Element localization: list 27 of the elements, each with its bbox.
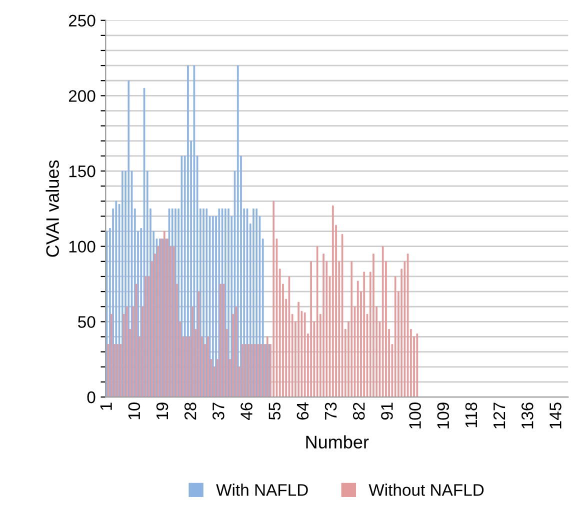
legend-label: Without NAFLD	[368, 484, 484, 496]
legend-label: With NAFLD	[216, 484, 308, 496]
x-tick-label: 91	[381, 402, 393, 420]
x-tick-label: 100	[409, 402, 421, 428]
x-tick-label: 46	[240, 402, 252, 420]
x-tick-label: 1	[100, 402, 112, 410]
x-tick-label: 64	[296, 402, 309, 420]
y-tick-label: 200	[68, 90, 96, 102]
x-tick-label: 73	[324, 402, 337, 420]
y-tick-label: 150	[69, 165, 96, 178]
x-axis-title: Number	[306, 435, 369, 449]
x-tick-label: 28	[184, 402, 196, 420]
x-tick-label: 109	[437, 402, 450, 428]
y-tick-label: 50	[78, 316, 96, 328]
y-tick-label: 250	[68, 14, 96, 27]
x-tick-label: 10	[128, 402, 140, 420]
x-tick-label: 55	[268, 402, 281, 420]
x-tick-label: 82	[352, 402, 365, 420]
x-tick-label: 37	[212, 402, 224, 420]
x-tick-label: 145	[550, 402, 562, 428]
x-tick-label: 19	[156, 402, 168, 420]
x-tick-label: 118	[465, 402, 478, 428]
x-tick-label: 127	[493, 402, 506, 428]
y-tick-label: 0	[87, 391, 96, 404]
x-tick-label: 136	[521, 402, 534, 428]
y-axis-title: CVAI values	[46, 160, 59, 257]
y-tick-label: 100	[69, 240, 96, 253]
